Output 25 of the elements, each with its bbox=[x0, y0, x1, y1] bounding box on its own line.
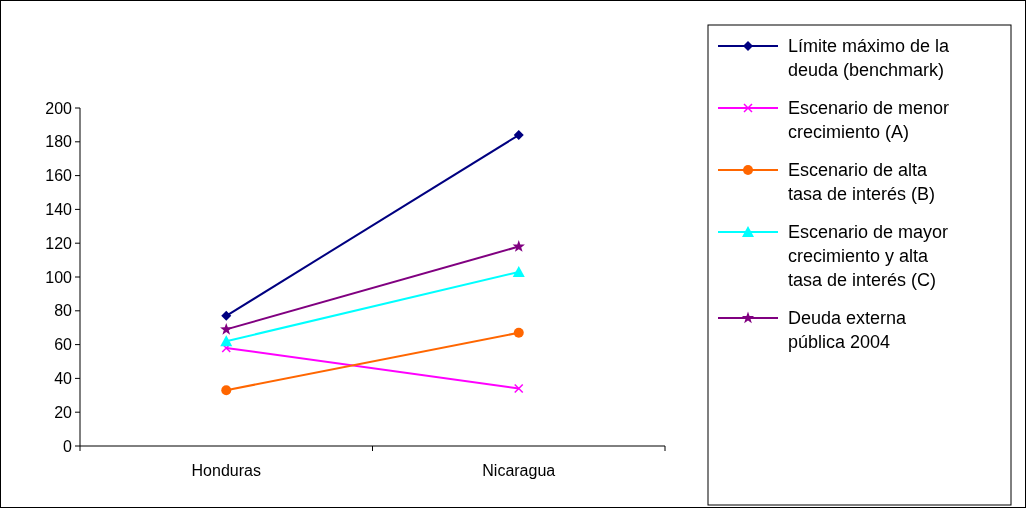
y-tick-label: 200 bbox=[45, 99, 73, 117]
legend-label: Escenario de menor crecimiento (A) bbox=[788, 98, 950, 143]
x-tick-label: Nicaragua bbox=[482, 462, 556, 479]
point bbox=[513, 327, 524, 338]
point bbox=[220, 322, 233, 335]
y-tick-label: 140 bbox=[45, 201, 73, 218]
point bbox=[513, 130, 524, 141]
legend-label: Límite máximo de la deuda (benchmark) bbox=[788, 36, 951, 81]
y-tick-label: 120 bbox=[45, 234, 73, 252]
legend-label: Escenario de alta tasa de interés (B) bbox=[788, 160, 936, 205]
y-tick-label: 80 bbox=[54, 302, 73, 320]
y-tick-label: 0 bbox=[63, 437, 73, 455]
y-tick-label: 160 bbox=[45, 167, 73, 185]
y-tick-label: 20 bbox=[54, 403, 73, 421]
y-tick-label: 100 bbox=[45, 268, 73, 286]
y-tick-label: 60 bbox=[54, 336, 73, 354]
point bbox=[221, 385, 232, 396]
point bbox=[514, 383, 524, 394]
point bbox=[221, 310, 232, 321]
y-tick-label: 40 bbox=[54, 370, 73, 387]
y-tick-label: 180 bbox=[45, 133, 73, 151]
point bbox=[512, 240, 525, 252]
legend-label: Deuda externa pública 2004 bbox=[788, 308, 908, 353]
x-tick-label: Honduras bbox=[191, 462, 261, 479]
legend-label: Escenario de mayor crecimiento y alta tasa de interés (C) bbox=[788, 222, 949, 291]
